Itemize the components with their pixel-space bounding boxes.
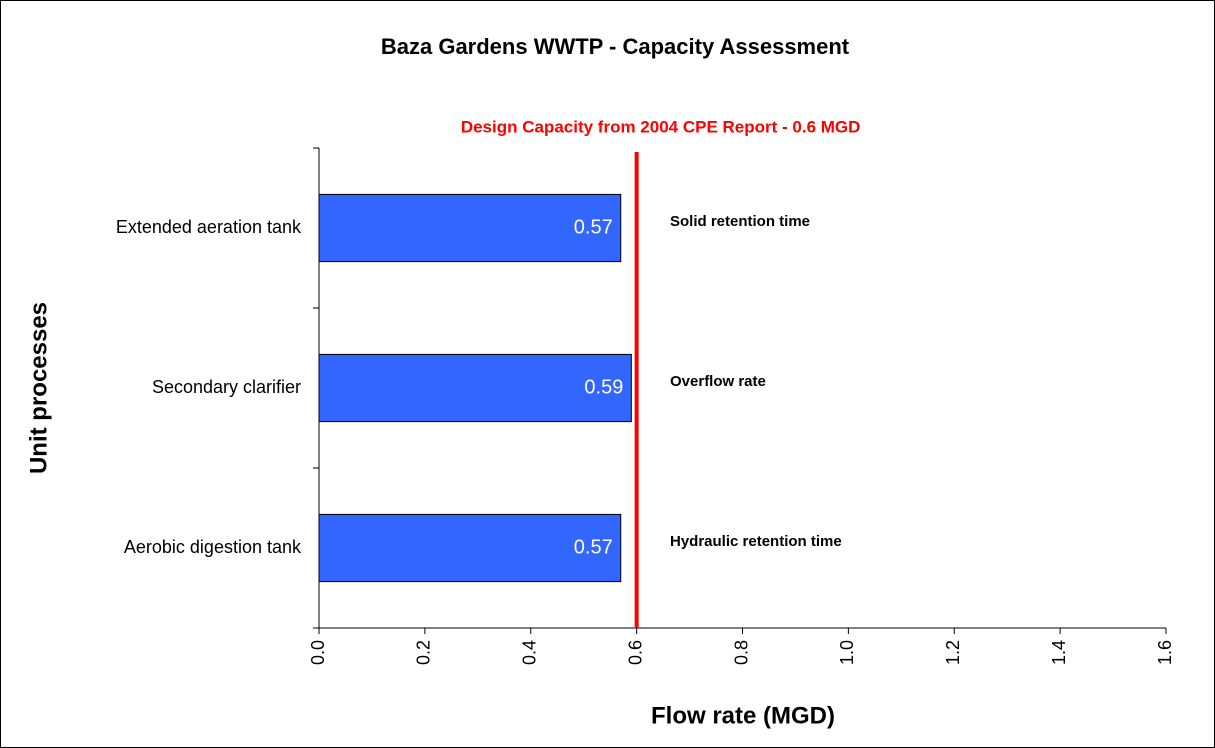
chart-title: Baza Gardens WWTP - Capacity Assessment xyxy=(381,34,850,59)
y-tick-label: Extended aeration tank xyxy=(116,217,302,237)
bar xyxy=(318,513,622,583)
x-tick-label: 1.0 xyxy=(837,640,857,665)
x-tick-label: 0.2 xyxy=(414,640,434,665)
data-label: 0.57 xyxy=(574,536,613,558)
y-axis-label: Unit processes xyxy=(25,302,52,474)
annotation: Solid retention time xyxy=(670,213,810,230)
data-label: 0.59 xyxy=(584,376,623,398)
x-tick-label: 0.0 xyxy=(308,640,328,665)
y-tick-label: Aerobic digestion tank xyxy=(124,537,302,557)
x-tick-label: 0.8 xyxy=(731,640,751,665)
annotation: Overflow rate xyxy=(670,373,766,390)
bar xyxy=(318,193,622,263)
x-tick-label: 0.6 xyxy=(625,640,645,665)
x-tick-label: 1.2 xyxy=(943,640,963,665)
x-tick-label: 1.6 xyxy=(1155,640,1175,665)
x-tick-label: 1.4 xyxy=(1049,640,1069,665)
reference-label: Design Capacity from 2004 CPE Report - 0… xyxy=(461,117,861,136)
x-axis-label: Flow rate (MGD) xyxy=(651,702,835,729)
bar xyxy=(318,353,632,423)
y-tick-label: Secondary clarifier xyxy=(152,377,301,397)
annotation: Hydraulic retention time xyxy=(670,533,842,550)
data-label: 0.57 xyxy=(574,216,613,238)
x-tick-label: 0.4 xyxy=(520,640,540,665)
